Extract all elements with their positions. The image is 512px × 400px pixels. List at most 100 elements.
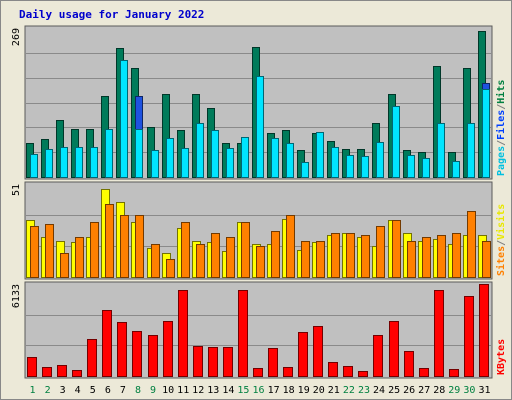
kbytes-bar <box>72 370 82 377</box>
day-label: 30 <box>463 385 475 396</box>
sites-bar <box>256 246 265 278</box>
day-label: 8 <box>135 385 141 396</box>
sites-bar <box>316 241 325 278</box>
day-label: 29 <box>448 385 460 396</box>
day-label: 21 <box>328 385 340 396</box>
day-label: 2 <box>45 385 51 396</box>
day-label: 3 <box>60 385 66 396</box>
kbytes-bar <box>208 347 218 377</box>
panel-kbytes: 6133 KBytes <box>11 281 507 379</box>
kbytes-bar <box>358 371 368 377</box>
sites-bar <box>135 215 144 278</box>
day-label: 10 <box>162 385 174 396</box>
sites-bar <box>30 226 39 278</box>
pages-bar <box>331 147 339 178</box>
day-label: 13 <box>207 385 219 396</box>
legend-hits: Hits <box>495 80 507 104</box>
kbytes-bar <box>238 290 248 377</box>
pages-bar <box>392 106 400 178</box>
day-label: 15 <box>237 385 249 396</box>
pages-bar <box>422 158 430 178</box>
sites-bar <box>437 235 446 278</box>
kbytes-bar <box>313 326 323 377</box>
pages-bar <box>151 150 159 178</box>
day-label: 26 <box>403 385 415 396</box>
day-label: 6 <box>105 385 111 396</box>
kbytes-bar <box>434 290 444 377</box>
day-label: 1 <box>29 385 35 396</box>
legend-sites: Sites <box>495 246 507 276</box>
pages-bar <box>467 123 475 178</box>
kbytes-bar <box>328 362 338 377</box>
legend: KBytes <box>496 339 507 375</box>
sites-bar <box>407 241 416 278</box>
day-label: 14 <box>222 385 234 396</box>
sites-bar <box>392 220 401 278</box>
sites-bar <box>181 222 190 278</box>
sites-bar <box>422 237 431 278</box>
pages-bar <box>271 138 279 178</box>
kbytes-bar <box>464 296 474 377</box>
day-label: 27 <box>418 385 430 396</box>
kbytes-bar <box>148 335 158 377</box>
kbytes-bar <box>163 321 173 377</box>
kbytes-bar <box>389 321 399 377</box>
sites-bar <box>166 259 175 278</box>
day-label: 7 <box>120 385 126 396</box>
sites-bar <box>75 237 84 278</box>
pages-bar <box>211 130 219 178</box>
day-label: 16 <box>252 385 264 396</box>
day-label: 28 <box>433 385 445 396</box>
kbytes-bar <box>223 347 233 377</box>
legend: Sites/Visits <box>495 204 507 276</box>
legend-pages: Pages <box>496 146 507 176</box>
pages-bar <box>135 129 143 178</box>
day-label: 31 <box>478 385 490 396</box>
kbytes-bar <box>253 368 263 377</box>
scale-max-label: 269 <box>11 28 22 46</box>
pages-bar <box>301 162 309 178</box>
legend-kbytes: KBytes <box>496 339 507 375</box>
day-label: 23 <box>358 385 370 396</box>
pages-bar <box>30 154 38 178</box>
day-label: 12 <box>192 385 204 396</box>
bars <box>26 189 491 278</box>
panel-visits-sites: 51 Sites/Visits <box>11 181 507 280</box>
day-label: 20 <box>313 385 325 396</box>
pages-bar <box>241 137 249 178</box>
kbytes-bar <box>178 290 188 377</box>
pages-bar <box>452 161 460 178</box>
sites-bar <box>286 215 295 278</box>
kbytes-bar <box>27 357 37 377</box>
pages-bar <box>120 60 128 178</box>
pages-bar <box>45 149 53 178</box>
kbytes-bar <box>268 348 278 377</box>
legend: Pages/Files/Hits <box>495 80 507 176</box>
day-label: 5 <box>90 385 96 396</box>
sites-bar <box>241 222 250 278</box>
legend-files: Files <box>495 110 507 140</box>
pages-bar <box>376 142 384 178</box>
kbytes-bar <box>404 351 414 377</box>
legend-sep: / <box>496 240 507 246</box>
pages-bar <box>407 155 415 178</box>
sites-bar <box>226 237 235 278</box>
sites-bar <box>120 215 129 278</box>
day-label: 4 <box>75 385 81 396</box>
day-label: 11 <box>177 385 189 396</box>
kbytes-bar <box>343 366 353 377</box>
bars <box>26 31 490 178</box>
pages-bar <box>196 123 204 178</box>
pages-bar <box>437 123 445 178</box>
pages-bar <box>181 148 189 178</box>
legend-sep1: / <box>496 140 507 146</box>
sites-bar <box>376 226 385 278</box>
pages-bar <box>256 76 264 178</box>
day-label: 24 <box>373 385 385 396</box>
pages-bar <box>226 148 234 178</box>
legend-visits: Visits <box>495 204 507 240</box>
sites-bar <box>361 235 370 278</box>
sites-bar <box>467 211 476 278</box>
